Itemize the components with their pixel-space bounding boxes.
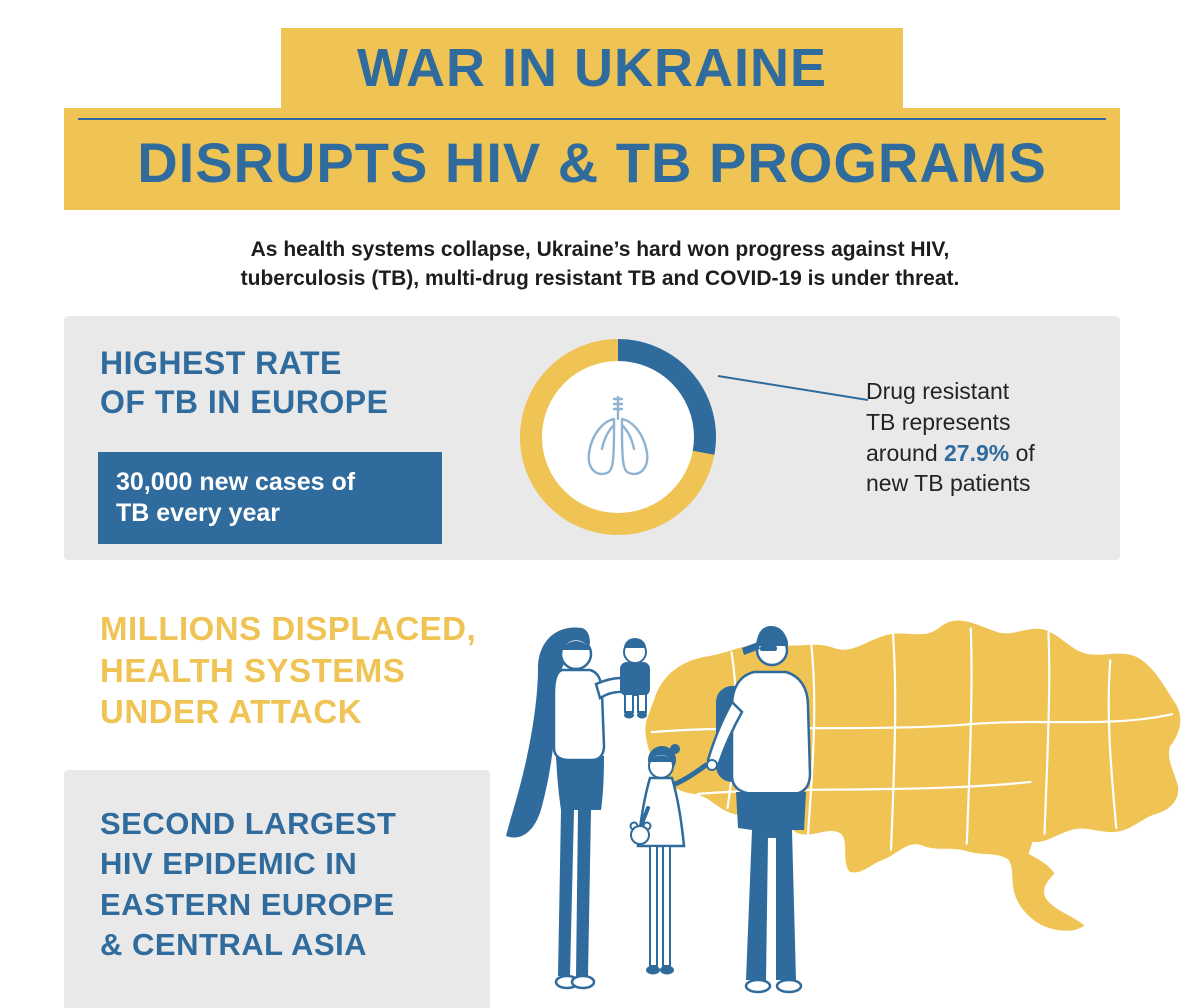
toddler-figure <box>620 638 650 719</box>
tb-donut-chart <box>520 339 716 535</box>
tb-stat-box: 30,000 new cases of TB every year <box>98 452 442 544</box>
intro-text: As health systems collapse, Ukraine’s ha… <box>0 236 1200 294</box>
callout-line-2: TB represents <box>866 408 1011 435</box>
callout-line-3-prefix: around <box>866 439 945 466</box>
intro-line-2: tuberculosis (TB), multi-drug resistant … <box>240 266 960 290</box>
displaced-heading-line-2: HEALTH SYSTEMS <box>100 651 406 689</box>
hiv-heading-line-3: EASTERN EUROPE <box>100 886 395 922</box>
callout-connector-line <box>717 375 869 401</box>
title-band-top: WAR IN UKRAINE <box>281 28 903 108</box>
tb-stat-line-1: 30,000 new cases of <box>116 467 356 496</box>
tb-section-heading: HIGHEST RATE OF TB IN EUROPE <box>100 344 388 422</box>
callout-line-1: Drug resistant <box>866 378 1010 404</box>
displaced-heading-line-3: UNDER ATTACK <box>100 693 363 731</box>
tb-stat-line-2: TB every year <box>116 499 281 527</box>
callout-line-4: new TB patients <box>866 470 1031 497</box>
displaced-section-heading: MILLIONS DISPLACED, HEALTH SYSTEMS UNDER… <box>100 608 476 733</box>
drug-resistant-callout: Drug resistant TB represents around 27.9… <box>866 376 1122 499</box>
hiv-heading-line-4: & CENTRAL ASIA <box>100 926 368 962</box>
intro-line-1: As health systems collapse, Ukraine’s ha… <box>250 238 950 261</box>
hiv-heading-line-2: HIV EPIDEMIC IN <box>100 846 358 882</box>
mother-figure <box>506 627 634 990</box>
title-line-2: DISRUPTS HIV & TB PROGRAMS <box>137 131 1047 194</box>
tb-heading-line-2: OF TB IN EUROPE <box>100 384 389 421</box>
hiv-section-panel <box>64 770 490 1008</box>
hiv-section-heading: SECOND LARGEST HIV EPIDEMIC IN EASTERN E… <box>100 804 396 965</box>
father-figure <box>706 626 812 994</box>
title-line-1: WAR IN UKRAINE <box>357 38 827 98</box>
donut-hole <box>542 361 694 513</box>
drug-resistant-percent: 27.9% <box>944 439 1010 466</box>
lungs-icon <box>587 395 649 476</box>
title-divider-line <box>78 118 1106 120</box>
callout-line-3-suffix: of <box>1009 439 1035 466</box>
title-band-main: DISRUPTS HIV & TB PROGRAMS <box>64 108 1120 210</box>
refugee-family-illustration <box>506 626 812 994</box>
girl-figure <box>629 744 709 975</box>
hiv-heading-line-1: SECOND LARGEST <box>100 806 397 841</box>
tb-heading-line-1: HIGHEST RATE <box>100 345 342 381</box>
displaced-heading-line-1: MILLIONS DISPLACED, <box>100 610 477 647</box>
